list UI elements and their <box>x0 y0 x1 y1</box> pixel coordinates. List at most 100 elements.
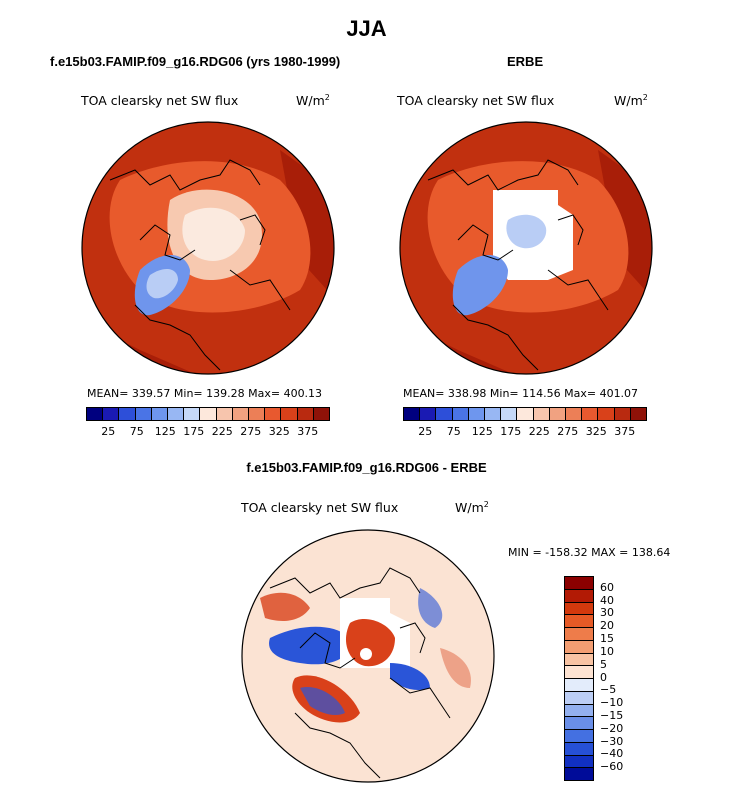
colorbar-tick-label: 15 <box>600 632 614 646</box>
colorbar-swatch <box>549 408 567 420</box>
colorbar-tick-label: 5 <box>600 657 607 671</box>
colorbar-tick-label: 325 <box>585 425 607 438</box>
colorbar-swatch <box>501 408 518 420</box>
colorbar-swatch <box>420 408 437 420</box>
colorbar-swatch <box>565 730 593 743</box>
figure-title: JJA <box>346 16 387 41</box>
colorbar-swatch <box>565 589 593 603</box>
colorbar-swatch <box>135 408 152 420</box>
panel2-colorbar-ticks: 25 75 125 175 225 275 325 375 <box>403 425 647 438</box>
colorbar-swatch <box>297 408 314 420</box>
colorbar-swatch <box>452 408 469 420</box>
colorbar-tick-label: −30 <box>600 734 624 748</box>
colorbar-tick-label: 0 <box>600 670 607 684</box>
colorbar-tick-label: −40 <box>600 747 624 761</box>
colorbar-swatch <box>216 408 233 420</box>
colorbar-tick-label: 175 <box>500 425 522 438</box>
colorbar-swatch <box>200 408 217 420</box>
colorbar-tick-label: 30 <box>600 606 614 620</box>
colorbar-swatch <box>565 768 593 780</box>
colorbar-swatch <box>565 679 593 692</box>
colorbar-swatch <box>565 577 593 590</box>
panel3-title: f.e15b03.FAMIP.f09_g16.RDG06 - ERBE <box>246 460 487 475</box>
colorbar-swatch <box>565 653 593 667</box>
colorbar-swatch <box>436 408 453 420</box>
colorbar-swatch <box>630 408 647 420</box>
colorbar-tick-label: −20 <box>600 721 624 735</box>
colorbar-tick-label: −60 <box>600 760 624 774</box>
colorbar-swatch <box>565 615 593 628</box>
panel1-stats: MEAN= 339.57 Min= 139.28 Max= 400.13 <box>87 387 323 400</box>
colorbar-swatch <box>232 408 250 420</box>
colorbar-tick-label: 10 <box>600 644 614 658</box>
colorbar-swatch <box>313 408 330 420</box>
panel1-title: f.e15b03.FAMIP.f09_g16.RDG06 (yrs 1980-1… <box>50 54 341 69</box>
panel1-colorbar-ticks: 25 75 125 175 225 275 325 375 <box>86 425 330 438</box>
colorbar-swatch <box>249 408 266 420</box>
colorbar-swatch <box>565 755 593 769</box>
panel3-polar-map <box>241 529 495 783</box>
colorbar-swatch <box>119 408 136 420</box>
colorbar-tick-label: −10 <box>600 696 624 710</box>
colorbar-swatch <box>565 640 593 654</box>
panel3-stats: MIN = -158.32 MAX = 138.64 <box>508 546 671 559</box>
colorbar-tick-label: 375 <box>297 425 319 438</box>
colorbar-tick-label: 225 <box>528 425 550 438</box>
colorbar-swatch <box>565 602 593 616</box>
panel1-variable-label: TOA clearsky net SW flux <box>81 93 239 108</box>
colorbar-swatch <box>281 408 298 420</box>
panel2-unit-label: W/m2 <box>614 93 648 109</box>
panel2-stats: MEAN= 338.98 Min= 114.56 Max= 401.07 <box>403 387 639 400</box>
colorbar-tick-label: 275 <box>557 425 579 438</box>
panel1-polar-map <box>81 121 335 375</box>
panel3-colorbar: 60 40 30 20 15 10 5 0 −5 −10 −15 −20 −30 −40 −60 <box>564 576 654 781</box>
colorbar-tick-label: 75 <box>446 425 461 438</box>
colorbar-tick-label: 375 <box>614 425 636 438</box>
colorbar-swatch <box>87 408 104 420</box>
colorbar-tick-label: 325 <box>268 425 290 438</box>
panel1-colorbar: 25 75 125 175 225 275 325 375 <box>86 407 330 438</box>
panel3-colorbar-swatches <box>564 576 594 781</box>
colorbar-tick-label: 60 <box>600 580 614 594</box>
colorbar-swatch <box>598 408 615 420</box>
colorbar-tick-label: 225 <box>211 425 233 438</box>
colorbar-swatch <box>565 704 593 718</box>
colorbar-swatch <box>485 408 502 420</box>
colorbar-swatch <box>582 408 599 420</box>
panel1-colorbar-swatches <box>86 407 330 421</box>
panel1-unit-label: W/m2 <box>296 93 330 109</box>
colorbar-tick-label: 125 <box>471 425 493 438</box>
colorbar-swatch <box>565 666 593 679</box>
colorbar-tick-label: 25 <box>418 425 433 438</box>
panel2-polar-map <box>399 121 653 375</box>
colorbar-tick-label: 75 <box>129 425 144 438</box>
colorbar-swatch <box>565 742 593 756</box>
colorbar-tick-label: 175 <box>183 425 205 438</box>
colorbar-swatch <box>565 691 593 705</box>
panel2-title: ERBE <box>507 54 544 69</box>
colorbar-swatch <box>565 628 593 641</box>
panel3-unit-label: W/m2 <box>455 500 489 516</box>
colorbar-swatch <box>168 408 185 420</box>
colorbar-swatch <box>103 408 120 420</box>
colorbar-swatch <box>533 408 550 420</box>
colorbar-swatch <box>565 717 593 730</box>
colorbar-tick-label: 20 <box>600 619 614 633</box>
colorbar-tick-label: −15 <box>600 708 624 722</box>
colorbar-swatch <box>566 408 583 420</box>
colorbar-swatch <box>468 408 486 420</box>
colorbar-tick-label: 275 <box>240 425 262 438</box>
panel2-variable-label: TOA clearsky net SW flux <box>397 93 555 108</box>
panel2-colorbar-swatches <box>403 407 647 421</box>
panel3-variable-label: TOA clearsky net SW flux <box>241 500 399 515</box>
colorbar-tick-label: 125 <box>154 425 176 438</box>
colorbar-swatch <box>265 408 282 420</box>
colorbar-tick-label: −5 <box>600 683 617 697</box>
colorbar-swatch <box>517 408 534 420</box>
colorbar-tick-label: 40 <box>600 593 614 607</box>
colorbar-swatch <box>184 408 201 420</box>
colorbar-swatch <box>614 408 631 420</box>
colorbar-tick-label: 25 <box>101 425 116 438</box>
panel2-colorbar: 25 75 125 175 225 275 325 375 <box>403 407 647 438</box>
colorbar-swatch <box>151 408 169 420</box>
